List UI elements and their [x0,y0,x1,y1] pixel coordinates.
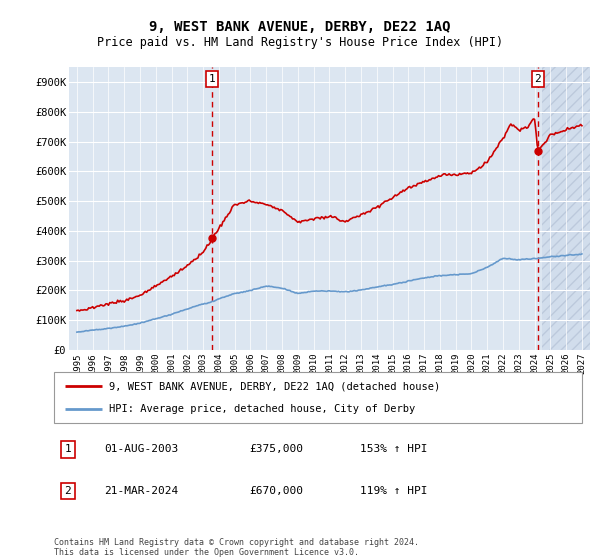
Text: 2: 2 [65,486,71,496]
Text: 119% ↑ HPI: 119% ↑ HPI [360,486,428,496]
Text: 21-MAR-2024: 21-MAR-2024 [104,486,178,496]
Bar [542,67,590,350]
Text: 2: 2 [535,74,541,84]
Text: 9, WEST BANK AVENUE, DERBY, DE22 1AQ: 9, WEST BANK AVENUE, DERBY, DE22 1AQ [149,20,451,34]
Bar [542,67,590,350]
Text: Contains HM Land Registry data © Crown copyright and database right 2024.
This d: Contains HM Land Registry data © Crown c… [54,538,419,557]
Text: 01-AUG-2003: 01-AUG-2003 [104,444,178,454]
Text: 1: 1 [65,444,71,454]
Text: £670,000: £670,000 [250,486,304,496]
Text: HPI: Average price, detached house, City of Derby: HPI: Average price, detached house, City… [109,404,416,414]
Text: 9, WEST BANK AVENUE, DERBY, DE22 1AQ (detached house): 9, WEST BANK AVENUE, DERBY, DE22 1AQ (de… [109,381,440,391]
Text: £375,000: £375,000 [250,444,304,454]
FancyBboxPatch shape [54,372,582,423]
Text: Price paid vs. HM Land Registry's House Price Index (HPI): Price paid vs. HM Land Registry's House … [97,36,503,49]
Text: 1: 1 [209,74,216,84]
Text: 153% ↑ HPI: 153% ↑ HPI [360,444,428,454]
